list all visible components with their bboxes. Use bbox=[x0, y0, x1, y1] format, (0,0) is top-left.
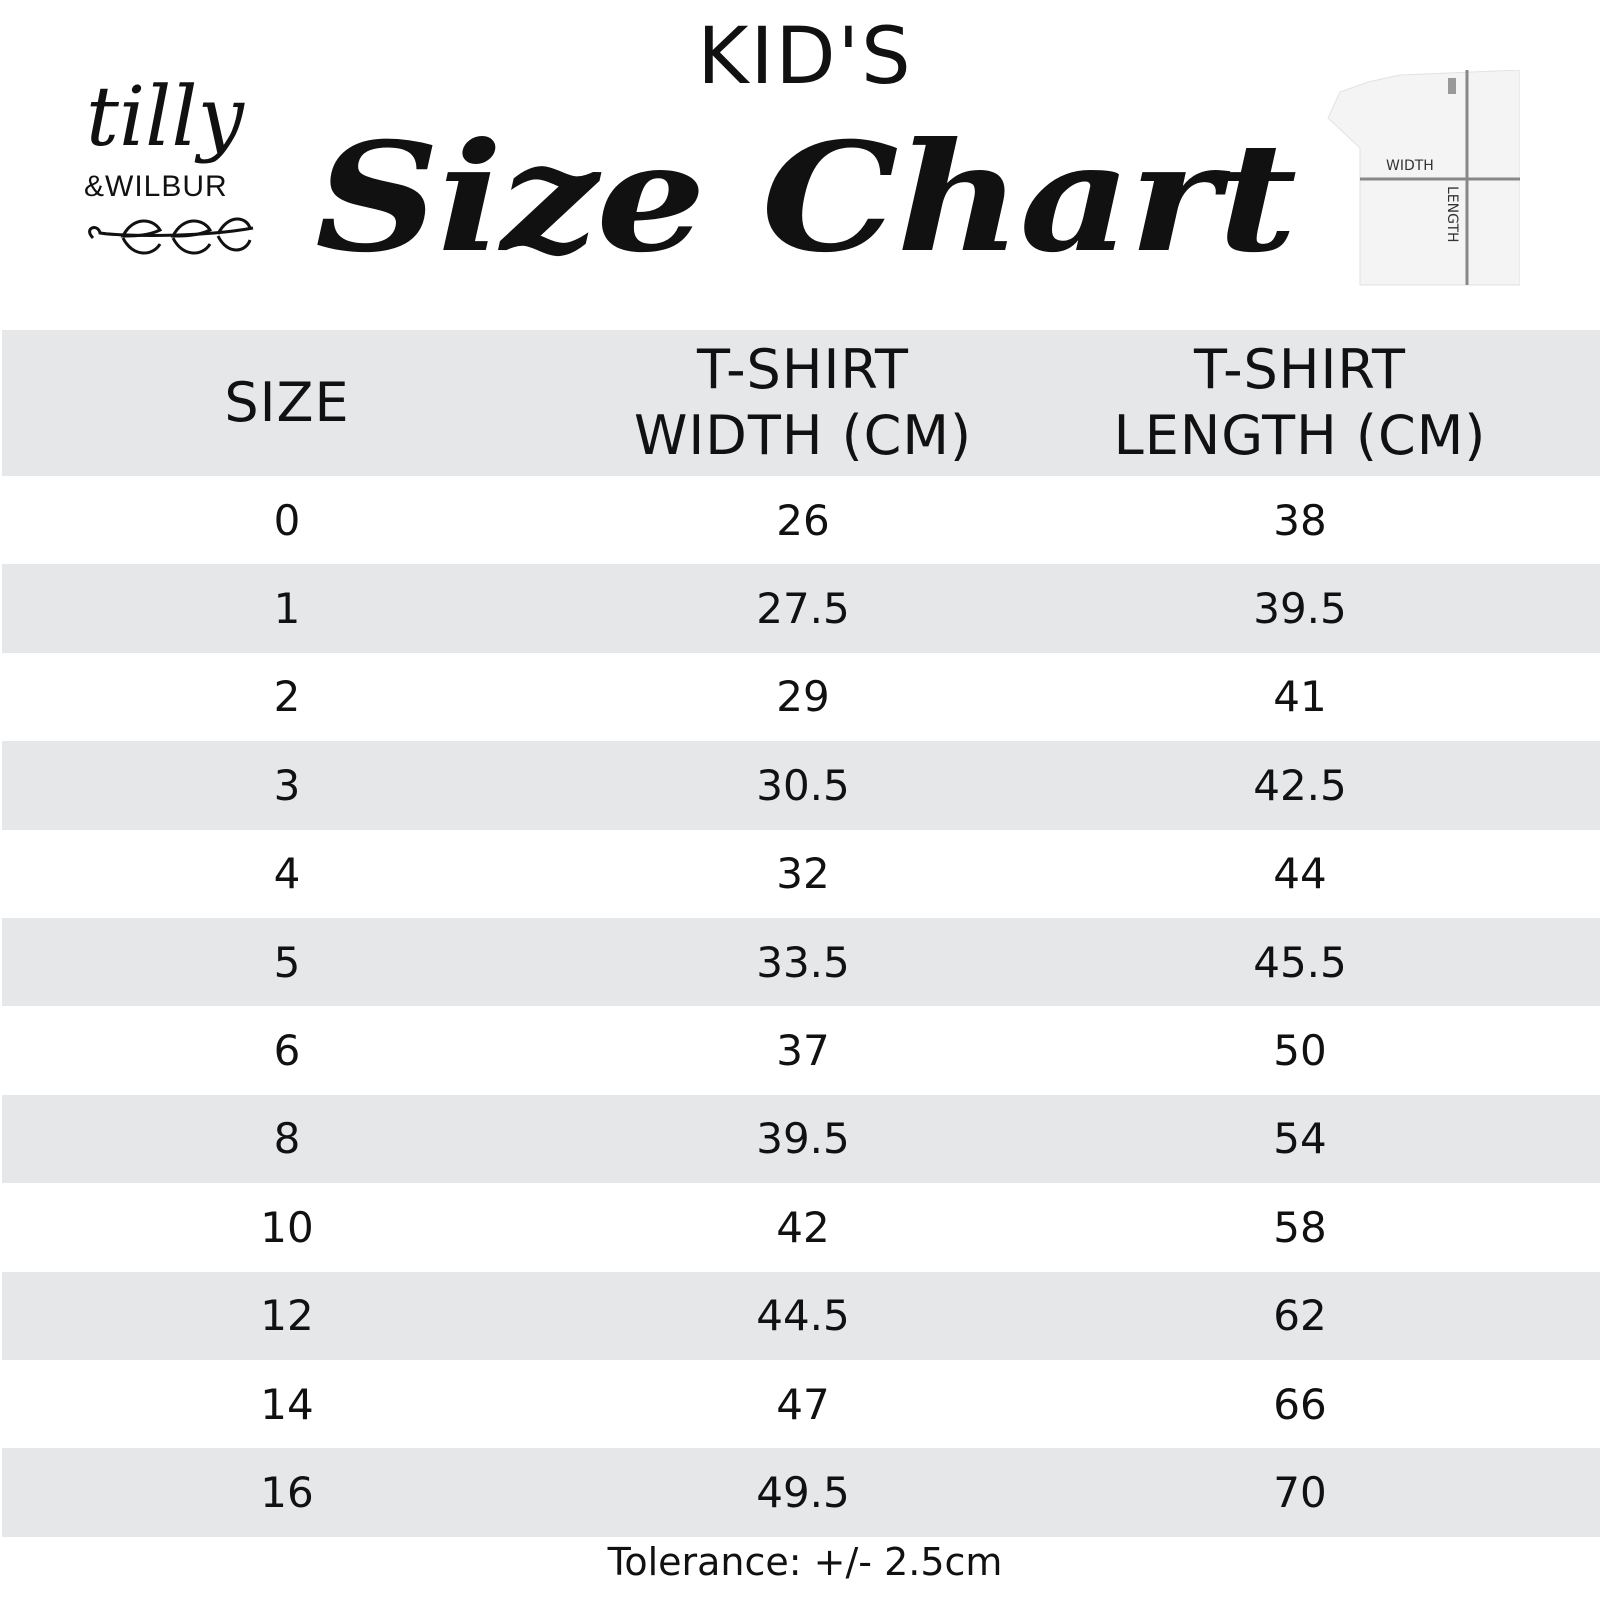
width-label: WIDTH bbox=[1386, 158, 1434, 174]
cell-width: 39.5 bbox=[756, 1114, 850, 1164]
cell-width: 37 bbox=[776, 1026, 830, 1076]
cell-length: 66 bbox=[1273, 1379, 1327, 1429]
table-header: SIZE T-SHIRT WIDTH (CM) T-SHIRT LENGTH (… bbox=[2, 330, 1600, 476]
cell-width: 47 bbox=[776, 1379, 830, 1429]
column-header-size: SIZE bbox=[224, 371, 350, 434]
logo-script: tilly bbox=[86, 70, 244, 165]
cell-length: 50 bbox=[1273, 1026, 1327, 1076]
leaf-branch-icon bbox=[88, 217, 254, 255]
cell-width: 33.5 bbox=[756, 937, 850, 987]
cell-length: 44 bbox=[1273, 849, 1327, 899]
cell-size: 6 bbox=[273, 1026, 301, 1076]
cell-length: 62 bbox=[1273, 1291, 1327, 1341]
cell-size: 1 bbox=[273, 584, 301, 634]
brand-logo: tilly &WILBUR bbox=[78, 70, 263, 268]
table-row: 0 26 38 bbox=[2, 476, 1600, 564]
cell-size: 3 bbox=[273, 760, 301, 810]
table-row: 1 27.5 39.5 bbox=[2, 564, 1600, 653]
cell-size: 2 bbox=[273, 672, 301, 722]
cell-length: 39.5 bbox=[1253, 584, 1347, 634]
cell-length: 54 bbox=[1273, 1114, 1327, 1164]
logo-subtitle: &WILBUR bbox=[84, 170, 228, 203]
cell-size: 4 bbox=[273, 849, 301, 899]
cell-length: 41 bbox=[1273, 672, 1327, 722]
table-row: 12 44.5 62 bbox=[2, 1271, 1600, 1360]
table-row: 3 30.5 42.5 bbox=[2, 741, 1600, 830]
table-row: 4 32 44 bbox=[2, 830, 1600, 918]
cell-width: 42 bbox=[776, 1202, 830, 1252]
size-table: SIZE T-SHIRT WIDTH (CM) T-SHIRT LENGTH (… bbox=[2, 330, 1600, 1537]
cell-width: 44.5 bbox=[756, 1291, 850, 1341]
cell-width: 49.5 bbox=[756, 1467, 850, 1517]
cell-width: 30.5 bbox=[756, 760, 850, 810]
table-row: 8 39.5 54 bbox=[2, 1094, 1600, 1184]
cell-size: 14 bbox=[260, 1379, 314, 1429]
table-row: 6 37 50 bbox=[2, 1006, 1600, 1094]
cell-length: 70 bbox=[1273, 1467, 1327, 1517]
cell-size: 0 bbox=[273, 495, 301, 545]
cell-size: 16 bbox=[260, 1467, 314, 1517]
cell-length: 42.5 bbox=[1253, 760, 1347, 810]
column-header-width: T-SHIRT WIDTH (CM) bbox=[633, 338, 973, 467]
tshirt-diagram: WIDTH LENGTH bbox=[1320, 69, 1521, 290]
length-label: LENGTH bbox=[1444, 186, 1460, 243]
cell-size: 10 bbox=[260, 1202, 314, 1252]
tolerance-note: Tolerance: +/- 2.5cm bbox=[607, 1540, 1003, 1584]
cell-width: 27.5 bbox=[756, 584, 850, 634]
table-row: 2 29 41 bbox=[2, 653, 1600, 741]
cell-width: 32 bbox=[776, 849, 830, 899]
cell-width: 26 bbox=[776, 495, 830, 545]
kicker-title: KID'S bbox=[697, 12, 913, 102]
cell-size: 12 bbox=[260, 1291, 314, 1341]
table-row: 14 47 66 bbox=[2, 1360, 1600, 1448]
cell-length: 45.5 bbox=[1253, 937, 1347, 987]
table-row: 16 49.5 70 bbox=[2, 1448, 1600, 1537]
cell-width: 29 bbox=[776, 672, 830, 722]
cell-size: 8 bbox=[273, 1114, 301, 1164]
column-header-length: T-SHIRT LENGTH (CM) bbox=[1113, 338, 1487, 467]
table-row: 5 33.5 45.5 bbox=[2, 917, 1600, 1007]
table-row: 10 42 58 bbox=[2, 1183, 1600, 1271]
page-title: Size Chart bbox=[315, 110, 1297, 286]
cell-size: 5 bbox=[273, 937, 301, 987]
cell-length: 38 bbox=[1273, 495, 1327, 545]
cell-length: 58 bbox=[1273, 1202, 1327, 1252]
